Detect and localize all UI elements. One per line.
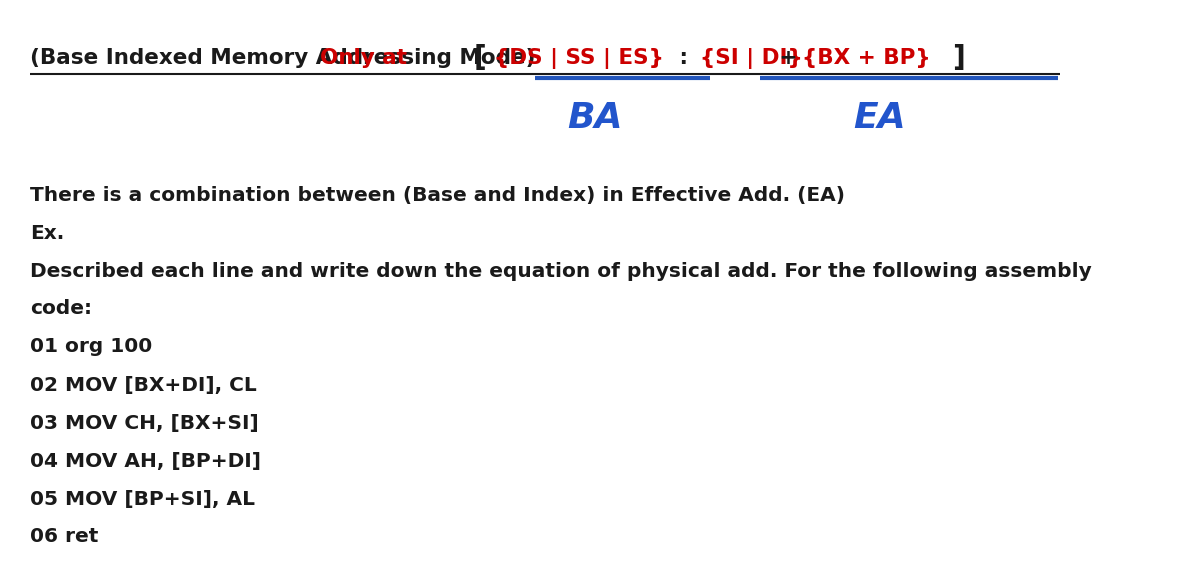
Text: {BX + BP}: {BX + BP} xyxy=(802,48,931,68)
Text: [: [ xyxy=(474,44,487,72)
Text: ]: ] xyxy=(952,44,965,72)
Text: {DS | SS | ES}: {DS | SS | ES} xyxy=(494,48,664,68)
Text: 01 org 100: 01 org 100 xyxy=(30,338,152,356)
Text: (Base Indexed Memory Addressing Mode): (Base Indexed Memory Addressing Mode) xyxy=(30,48,542,68)
Text: BA: BA xyxy=(568,101,623,135)
Text: :: : xyxy=(672,48,696,68)
Text: 04 MOV AH, [BP+DI]: 04 MOV AH, [BP+DI] xyxy=(30,452,262,471)
Text: There is a combination between (Base and Index) in Effective Add. (EA): There is a combination between (Base and… xyxy=(30,186,845,205)
Text: 05 MOV [BP+SI], AL: 05 MOV [BP+SI], AL xyxy=(30,490,256,508)
Text: Only at: Only at xyxy=(320,48,414,68)
Text: 02 MOV [BX+DI], CL: 02 MOV [BX+DI], CL xyxy=(30,375,257,394)
Text: 06 ret: 06 ret xyxy=(30,527,98,546)
Text: {SI | DI}: {SI | DI} xyxy=(700,48,803,68)
Text: 03 MOV CH, [BX+SI]: 03 MOV CH, [BX+SI] xyxy=(30,413,259,433)
Text: code:: code: xyxy=(30,300,92,319)
Text: +: + xyxy=(772,48,805,68)
Text: EA: EA xyxy=(853,101,906,135)
Text: Described each line and write down the equation of physical add. For the followi: Described each line and write down the e… xyxy=(30,261,1092,280)
Text: Ex.: Ex. xyxy=(30,223,65,242)
